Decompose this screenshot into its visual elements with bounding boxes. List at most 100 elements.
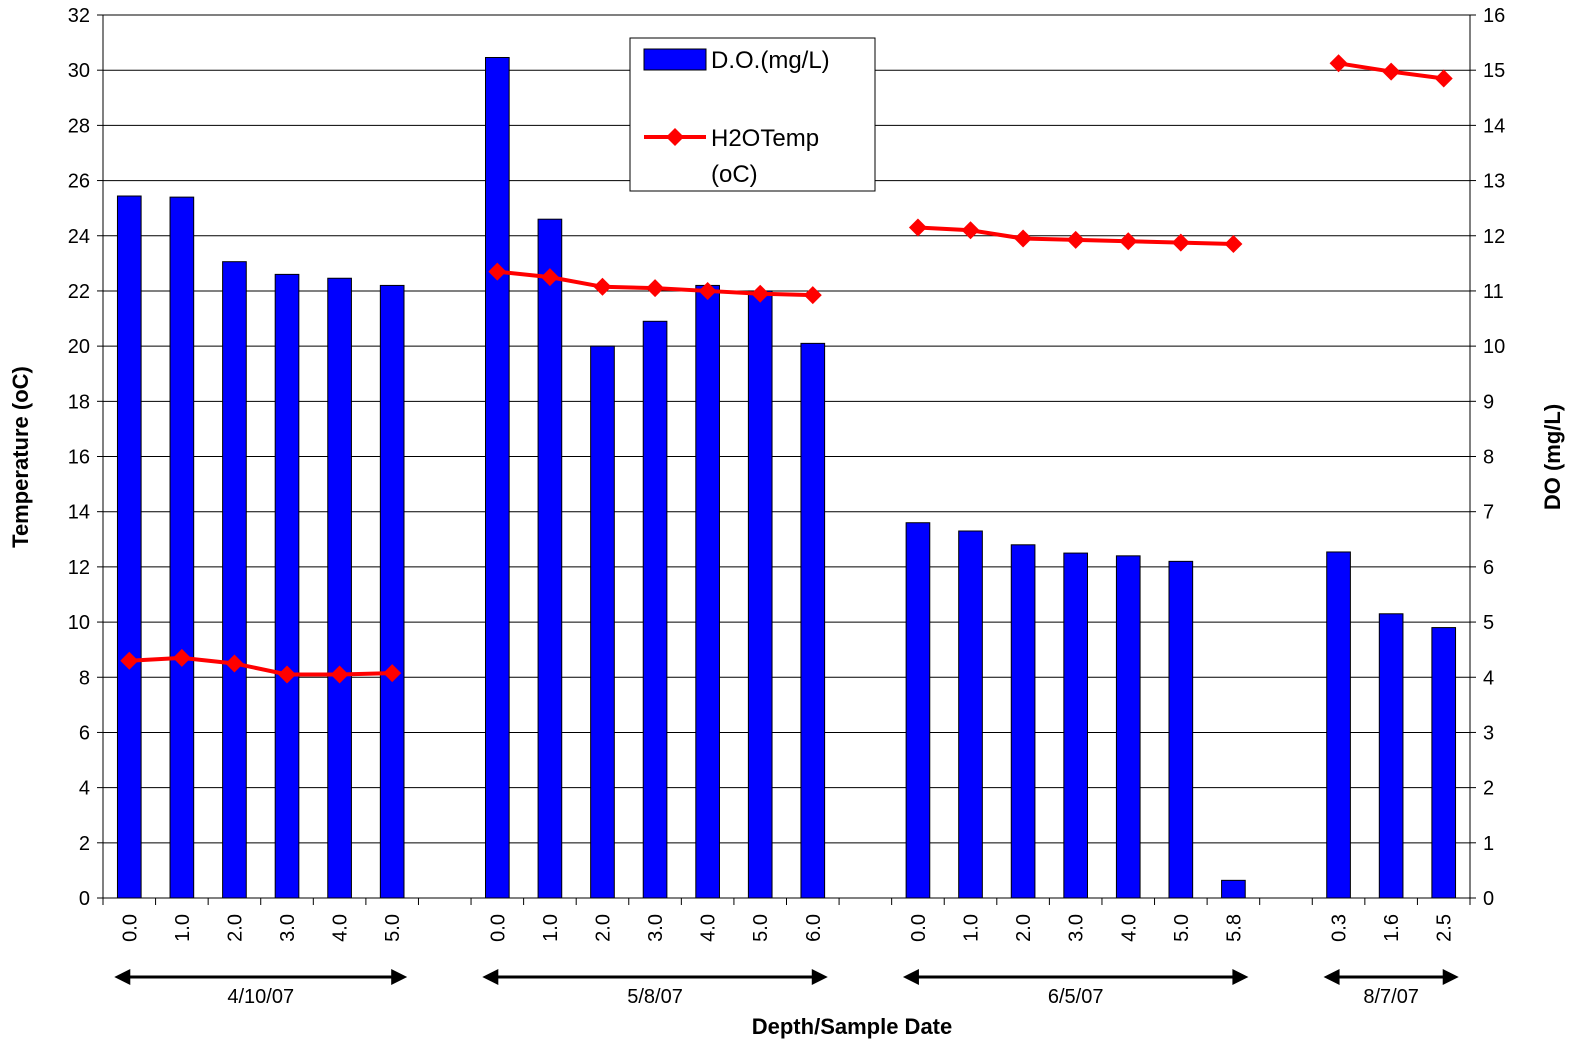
y-right-tick-label: 4: [1483, 667, 1494, 689]
do-bar: [905, 522, 931, 899]
y-left-tick-label: 8: [79, 667, 90, 689]
y-left-tick-label: 28: [68, 115, 90, 137]
date-bracket-arrow-right: [1232, 969, 1249, 985]
temp-marker: [540, 268, 559, 287]
temp-marker: [646, 279, 665, 298]
y-right-tick-label: 1: [1483, 833, 1494, 855]
y-left-tick-label: 26: [68, 171, 90, 193]
y-left-tick-label: 22: [68, 281, 90, 303]
y-left-tick-label: 14: [68, 502, 90, 524]
y-right-tick-label: 8: [1483, 447, 1494, 469]
temp-marker: [1171, 233, 1190, 252]
temp-marker: [1119, 232, 1138, 251]
y-right-tick-label: 9: [1483, 391, 1494, 413]
date-bracket-arrow-left: [482, 969, 499, 985]
y-axis-right-title: DO (mg/L): [1540, 404, 1565, 510]
legend-temp-label-line2: (oC): [711, 161, 758, 188]
date-bracket-arrow-right: [1442, 969, 1459, 985]
y-left-tick-label: 30: [68, 60, 90, 82]
x-tick-label: 2.5: [1434, 914, 1456, 942]
do-bar: [1431, 627, 1457, 899]
x-tick-label: 1.6: [1381, 914, 1403, 942]
temp-marker: [698, 281, 717, 300]
x-tick-label: 5.8: [1223, 914, 1245, 942]
date-group-label: 4/10/07: [227, 986, 294, 1008]
x-tick-label: 4.0: [698, 914, 720, 942]
date-group-label: 5/8/07: [627, 986, 683, 1008]
x-tick-label: 1.0: [172, 914, 194, 942]
x-tick-labels: 0.0 1.0 2.0 3.0 4.0 5.0 0.0 1.0 2.0 3.0 4.0 5.0 6.0 0…: [119, 914, 1455, 942]
x-tick-label: 0.0: [119, 914, 141, 942]
temp-marker: [803, 286, 822, 305]
y-right-tick-label: 16: [1483, 5, 1505, 27]
date-group-brackets: 4/10/07 5/8/07 6/5/07 8/7/07: [114, 969, 1459, 1008]
x-tick-label: 1.0: [961, 914, 983, 942]
x-tick-label: 2.0: [224, 914, 246, 942]
temperature-lines: [120, 54, 1453, 684]
x-tick-label: 5.0: [1171, 914, 1193, 942]
legend-do-swatch: [643, 48, 707, 71]
temp-marker: [1066, 230, 1085, 249]
do-bar: [169, 196, 195, 899]
temp-marker: [278, 665, 297, 684]
y-right-tick-label: 6: [1483, 557, 1494, 579]
y-axis-left-title: Temperature (oC): [8, 366, 33, 548]
x-tick-label: 4.0: [330, 914, 352, 942]
y-right-tick-label: 5: [1483, 612, 1494, 634]
date-group-label: 6/5/07: [1048, 986, 1104, 1008]
temp-marker: [593, 277, 612, 296]
do-bar: [747, 290, 773, 899]
legend: D.O.(mg/L) H2OTemp (oC): [629, 37, 876, 192]
legend-temp-label-line1: H2OTemp: [711, 125, 819, 152]
do-bar: [1378, 613, 1404, 899]
do-bar: [590, 345, 615, 899]
do-bar: [379, 284, 405, 899]
temp-marker: [1224, 235, 1243, 254]
x-axis-title: Depth/Sample Date: [752, 1014, 953, 1039]
temp-marker: [172, 648, 191, 667]
temp-marker: [330, 665, 349, 684]
do-bar: [484, 56, 510, 899]
x-tick-label: 5.0: [750, 914, 772, 942]
y-right-tick-label: 3: [1483, 722, 1494, 744]
axes: 0246810121416182022242628303201234567891…: [68, 5, 1506, 910]
temp-marker: [961, 221, 980, 240]
do-bar: [695, 284, 720, 899]
do-bar: [1168, 560, 1194, 899]
do-bar: [958, 530, 983, 899]
y-right-tick-label: 14: [1483, 115, 1505, 137]
y-right-tick-label: 12: [1483, 226, 1505, 248]
y-left-tick-label: 4: [79, 778, 90, 800]
y-left-tick-label: 10: [68, 612, 90, 634]
y-left-tick-label: 32: [68, 5, 90, 27]
do-bar: [116, 195, 142, 899]
y-left-tick-label: 12: [68, 557, 90, 579]
y-left-tick-label: 2: [79, 833, 90, 855]
do-bar: [1063, 552, 1089, 899]
do-bar: [1221, 879, 1246, 899]
temp-marker: [751, 284, 770, 303]
do-bar: [800, 342, 826, 899]
x-tick-label: 3.0: [277, 914, 299, 942]
x-tick-label: 5.0: [382, 914, 404, 942]
date-group-label: 8/7/07: [1363, 986, 1419, 1008]
temp-marker: [1434, 69, 1453, 88]
temp-marker: [383, 664, 402, 683]
y-left-tick-label: 24: [68, 226, 90, 248]
y-left-tick-label: 16: [68, 447, 90, 469]
y-right-tick-label: 10: [1483, 336, 1505, 358]
x-tick-label: 0.0: [487, 914, 509, 942]
date-bracket-arrow-left: [114, 969, 131, 985]
y-left-tick-label: 20: [68, 336, 90, 358]
temp-marker: [908, 218, 927, 237]
y-left-tick-label: 6: [79, 722, 90, 744]
temp-marker: [1382, 62, 1401, 81]
do-bars: [116, 56, 1457, 899]
y-left-tick-label: 0: [79, 888, 90, 910]
temp-marker: [1014, 229, 1033, 248]
temp-marker: [488, 262, 507, 281]
x-tick-label: 2.0: [1013, 914, 1035, 942]
legend-temp-marker: [666, 128, 684, 146]
legend-do-label: D.O.(mg/L): [711, 47, 830, 74]
